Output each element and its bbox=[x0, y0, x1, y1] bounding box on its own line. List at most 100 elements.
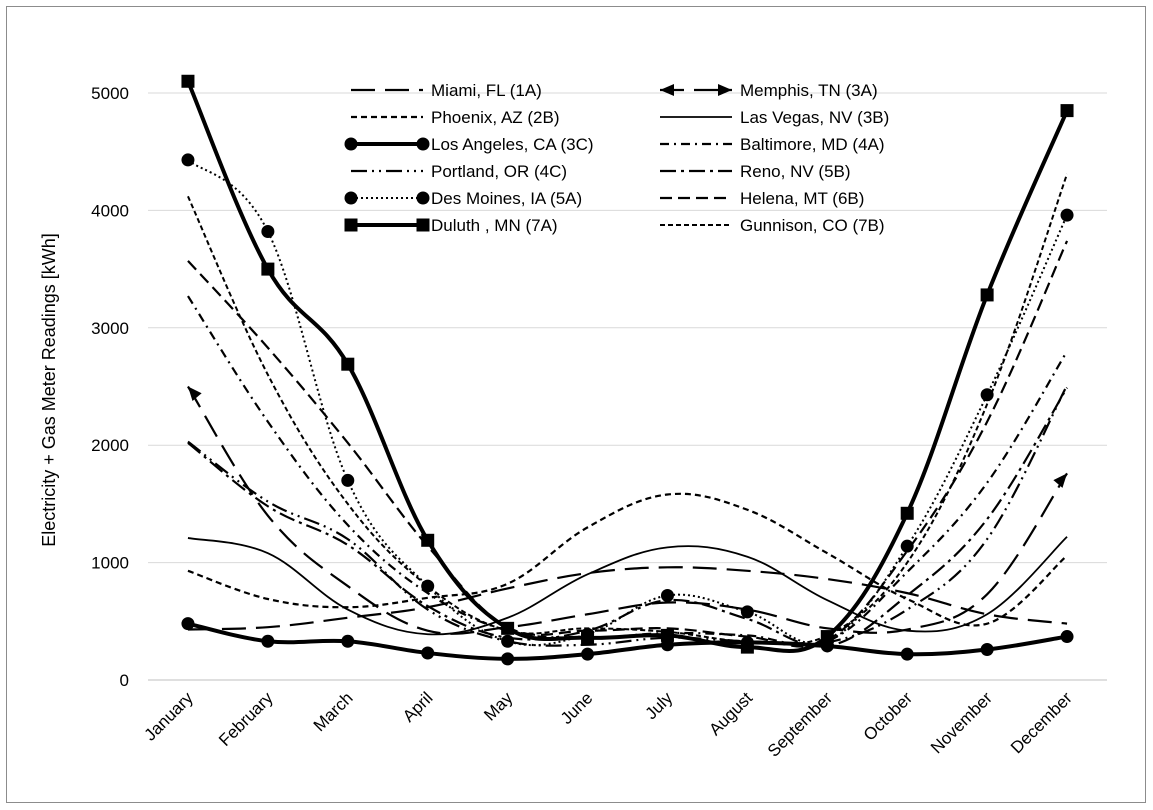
arrow-head bbox=[1053, 473, 1068, 488]
legend-label: Phoenix, AZ (2B) bbox=[431, 108, 560, 127]
legend-item: Portland, OR (4C) bbox=[351, 162, 567, 181]
x-tick-label: October bbox=[860, 688, 916, 744]
x-tick-label: August bbox=[705, 688, 756, 739]
x-tick-label: November bbox=[927, 688, 996, 757]
legend-label: Miami, FL (1A) bbox=[431, 81, 542, 100]
legend-item: Memphis, TN (3A) bbox=[660, 81, 878, 100]
legend-label: Duluth , MN (7A) bbox=[431, 216, 558, 235]
y-tick-label: 0 bbox=[120, 671, 129, 690]
data-point-marker bbox=[416, 218, 430, 232]
data-point-marker bbox=[344, 191, 358, 205]
legend: Miami, FL (1A) Phoenix, AZ (2B) Los Angele… bbox=[344, 81, 889, 235]
data-point-marker bbox=[820, 630, 834, 644]
legend-item: Los Angeles, CA (3C) bbox=[344, 135, 594, 154]
data-point-marker bbox=[660, 588, 674, 602]
data-point-marker bbox=[421, 646, 435, 660]
data-point-marker bbox=[341, 473, 355, 487]
legend-label: Helena, MT (6B) bbox=[740, 189, 864, 208]
chart-frame: 0 1000 2000 3000 4000 5000 January February Mar… bbox=[6, 6, 1146, 803]
data-point-marker bbox=[261, 634, 275, 648]
legend-item: Duluth , MN (7A) bbox=[344, 216, 558, 235]
plot-area bbox=[181, 74, 1074, 666]
y-tick-label: 5000 bbox=[91, 84, 129, 103]
arrow-head bbox=[187, 386, 202, 402]
y-axis-title: Electricity + Gas Meter Readings [kWh] bbox=[39, 233, 59, 547]
legend-label: Las Vegas, NV (3B) bbox=[740, 108, 889, 127]
data-point-marker bbox=[416, 191, 430, 205]
series-4 bbox=[181, 617, 1074, 666]
data-point-marker bbox=[740, 605, 754, 619]
y-tick-label: 3000 bbox=[91, 319, 129, 338]
x-tick-label: May bbox=[480, 688, 516, 724]
data-point-marker bbox=[344, 137, 358, 151]
data-point-marker bbox=[261, 225, 275, 239]
legend-label: Portland, OR (4C) bbox=[431, 162, 567, 181]
series-8 bbox=[181, 153, 1074, 648]
legend-item: Des Moines, IA (5A) bbox=[344, 189, 582, 208]
series-line bbox=[187, 536, 1068, 636]
legend-item: Reno, NV (5B) bbox=[660, 162, 851, 181]
line-chart: 0 1000 2000 3000 4000 5000 January February Mar… bbox=[39, 74, 1107, 761]
data-point-marker bbox=[181, 153, 195, 167]
data-point-marker bbox=[341, 357, 355, 371]
legend-item: Phoenix, AZ (2B) bbox=[351, 108, 560, 127]
series-line bbox=[187, 566, 1068, 631]
x-tick-label: December bbox=[1007, 688, 1076, 757]
legend-label: Reno, NV (5B) bbox=[740, 162, 851, 181]
data-point-marker bbox=[900, 647, 914, 661]
x-axis-ticks: January February March April May June July Augu… bbox=[141, 688, 1077, 761]
legend-label: Memphis, TN (3A) bbox=[740, 81, 878, 100]
legend-label: Des Moines, IA (5A) bbox=[431, 189, 582, 208]
x-tick-label: July bbox=[641, 688, 676, 723]
x-tick-label: September bbox=[764, 688, 836, 760]
y-tick-label: 1000 bbox=[91, 554, 129, 573]
data-point-marker bbox=[1060, 104, 1074, 118]
grid-lines bbox=[148, 92, 1107, 564]
series-line bbox=[187, 621, 1068, 661]
series-1 bbox=[187, 385, 1068, 635]
arrow-head bbox=[718, 84, 732, 96]
series-9 bbox=[187, 240, 1069, 648]
data-point-marker bbox=[581, 631, 595, 645]
data-point-marker bbox=[1060, 208, 1074, 222]
data-point-marker bbox=[501, 652, 515, 666]
x-tick-label: January bbox=[141, 688, 198, 745]
series-0 bbox=[187, 566, 1068, 631]
data-point-marker bbox=[980, 288, 994, 302]
legend-label: Gunnison, CO (7B) bbox=[740, 216, 885, 235]
series-line bbox=[187, 384, 1069, 647]
legend-label: Baltimore, MD (4A) bbox=[740, 135, 885, 154]
series-10 bbox=[181, 74, 1074, 654]
legend-item: Helena, MT (6B) bbox=[660, 189, 864, 208]
data-point-marker bbox=[900, 506, 914, 520]
data-point-marker bbox=[1060, 630, 1074, 644]
x-tick-label: June bbox=[557, 688, 597, 728]
data-point-marker bbox=[181, 617, 195, 631]
x-tick-label: March bbox=[310, 688, 357, 735]
series-line bbox=[187, 387, 1068, 648]
data-point-marker bbox=[501, 621, 515, 635]
x-tick-label: April bbox=[399, 688, 436, 725]
series-line bbox=[187, 240, 1069, 648]
series-line bbox=[186, 80, 1069, 653]
data-point-marker bbox=[181, 74, 195, 88]
series-6 bbox=[187, 384, 1069, 647]
legend-label: Los Angeles, CA (3C) bbox=[431, 135, 594, 154]
data-point-marker bbox=[660, 628, 674, 642]
data-point-marker bbox=[416, 137, 430, 151]
series-2 bbox=[187, 492, 1068, 627]
legend-item: Baltimore, MD (4A) bbox=[660, 135, 885, 154]
data-point-marker bbox=[581, 647, 595, 661]
series-line bbox=[187, 492, 1068, 627]
series-7 bbox=[187, 387, 1068, 648]
legend-item: Miami, FL (1A) bbox=[351, 81, 542, 100]
x-tick-label: February bbox=[215, 688, 277, 750]
y-axis-ticks: 0 1000 2000 3000 4000 5000 bbox=[91, 84, 129, 690]
legend-item: Gunnison, CO (7B) bbox=[660, 216, 885, 235]
series-line bbox=[187, 295, 1068, 647]
data-point-marker bbox=[980, 642, 994, 656]
y-tick-label: 2000 bbox=[91, 436, 129, 455]
data-point-marker bbox=[421, 533, 435, 547]
data-point-marker bbox=[740, 640, 754, 654]
data-point-marker bbox=[341, 634, 355, 648]
